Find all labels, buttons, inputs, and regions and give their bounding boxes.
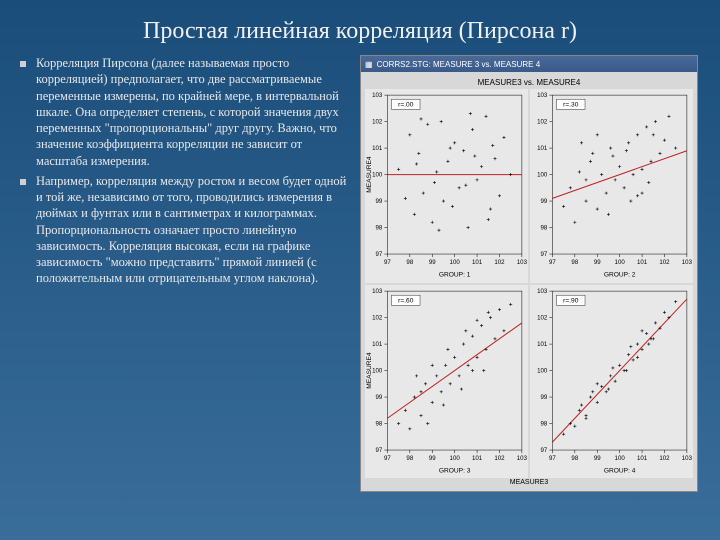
bullet-text: Например, корреляция между ростом и весо… — [36, 173, 352, 287]
svg-text:97: 97 — [549, 455, 556, 462]
svg-text:103: 103 — [372, 92, 383, 99]
svg-text:100: 100 — [450, 455, 461, 462]
bullet-text: Корреляция Пирсона (далее называемая про… — [36, 55, 352, 169]
svg-text:102: 102 — [372, 314, 383, 321]
svg-text:98: 98 — [406, 455, 413, 462]
svg-text:103: 103 — [682, 259, 693, 266]
bullet-item: Например, корреляция между ростом и весо… — [20, 173, 352, 287]
svg-text:99: 99 — [594, 259, 601, 266]
svg-text:102: 102 — [659, 259, 670, 266]
svg-text:100: 100 — [372, 172, 383, 179]
svg-text:99: 99 — [541, 394, 548, 401]
svg-text:103: 103 — [682, 455, 693, 462]
svg-text:99: 99 — [429, 455, 436, 462]
svg-text:102: 102 — [494, 455, 505, 462]
svg-text:r=.60: r=.60 — [398, 297, 414, 304]
svg-text:98: 98 — [541, 225, 548, 232]
svg-text:103: 103 — [517, 259, 528, 266]
svg-text:r=.00: r=.00 — [398, 101, 414, 108]
svg-text:97: 97 — [384, 455, 391, 462]
svg-text:102: 102 — [537, 119, 548, 126]
chart-window: ▦ CORRS2.STG: MEASURE 3 vs. MEASURE 4 ME… — [360, 55, 698, 492]
svg-text:101: 101 — [372, 341, 383, 348]
subplot-1: 97 98 99 100 101 102 103 97 98 99 100 101 102 103 r=.0… — [365, 89, 528, 283]
svg-text:100: 100 — [537, 172, 548, 179]
svg-text:103: 103 — [537, 288, 548, 295]
svg-text:GROUP: 1: GROUP: 1 — [439, 271, 471, 278]
chart-area: MEASURE3 vs. MEASURE4 97 98 99 100 101 102 103… — [361, 72, 697, 491]
x-axis-label: MEASURE3 — [365, 478, 693, 487]
window-title-bar: ▦ CORRS2.STG: MEASURE 3 vs. MEASURE 4 — [361, 56, 697, 72]
svg-text:101: 101 — [537, 341, 548, 348]
svg-text:100: 100 — [537, 367, 548, 374]
subplot-2: 97 98 99 100 101 102 103 97 98 99 100 101 102 103 r=.3… — [530, 89, 693, 283]
svg-text:102: 102 — [537, 314, 548, 321]
svg-text:97: 97 — [541, 251, 548, 258]
svg-text:101: 101 — [637, 259, 648, 266]
svg-text:GROUP: 4: GROUP: 4 — [604, 467, 636, 474]
bullet-marker-icon — [20, 61, 26, 67]
content-row: Корреляция Пирсона (далее называемая про… — [0, 55, 720, 492]
svg-text:102: 102 — [659, 455, 670, 462]
svg-text:102: 102 — [494, 259, 505, 266]
subplot-3: 97 98 99 100 101 102 103 97 98 99 100 101 102 103 r=.6… — [365, 285, 528, 479]
svg-text:MEASURE4: MEASURE4 — [366, 352, 373, 389]
svg-text:98: 98 — [571, 259, 578, 266]
svg-text:GROUP: 3: GROUP: 3 — [439, 467, 471, 474]
svg-text:101: 101 — [472, 259, 483, 266]
svg-text:103: 103 — [517, 455, 528, 462]
svg-text:101: 101 — [537, 145, 548, 152]
subplot-grid: 97 98 99 100 101 102 103 97 98 99 100 101 102 103 r=.0… — [365, 89, 693, 478]
svg-text:r=.30: r=.30 — [563, 101, 579, 108]
svg-text:99: 99 — [429, 259, 436, 266]
text-column: Корреляция Пирсона (далее называемая про… — [12, 55, 352, 492]
svg-text:99: 99 — [541, 198, 548, 205]
svg-text:99: 99 — [594, 455, 601, 462]
svg-text:97: 97 — [549, 259, 556, 266]
svg-text:98: 98 — [406, 259, 413, 266]
svg-text:99: 99 — [376, 394, 383, 401]
chart-header: MEASURE3 vs. MEASURE4 — [365, 76, 693, 89]
svg-text:GROUP: 2: GROUP: 2 — [604, 271, 636, 278]
svg-text:100: 100 — [615, 259, 626, 266]
svg-text:MEASURE4: MEASURE4 — [366, 156, 373, 193]
svg-text:101: 101 — [637, 455, 648, 462]
window-icon: ▦ — [365, 60, 373, 69]
svg-text:103: 103 — [372, 288, 383, 295]
svg-text:100: 100 — [372, 367, 383, 374]
bullet-marker-icon — [20, 179, 26, 185]
svg-text:98: 98 — [571, 455, 578, 462]
bullet-item: Корреляция Пирсона (далее называемая про… — [20, 55, 352, 169]
svg-text:103: 103 — [537, 92, 548, 99]
svg-text:97: 97 — [376, 251, 383, 258]
svg-text:101: 101 — [372, 145, 383, 152]
svg-text:97: 97 — [384, 259, 391, 266]
svg-text:97: 97 — [541, 447, 548, 454]
svg-text:98: 98 — [541, 420, 548, 427]
window-title: CORRS2.STG: MEASURE 3 vs. MEASURE 4 — [377, 60, 541, 69]
svg-text:r=.90: r=.90 — [563, 297, 579, 304]
svg-text:102: 102 — [372, 119, 383, 126]
svg-text:98: 98 — [376, 420, 383, 427]
slide-title: Простая линейная корреляция (Пирсона r) — [0, 0, 720, 55]
svg-text:98: 98 — [376, 225, 383, 232]
svg-text:99: 99 — [376, 198, 383, 205]
svg-text:100: 100 — [450, 259, 461, 266]
svg-text:97: 97 — [376, 447, 383, 454]
subplot-4: 97 98 99 100 101 102 103 97 98 99 100 101 102 103 r=.9… — [530, 285, 693, 479]
svg-text:100: 100 — [615, 455, 626, 462]
svg-text:101: 101 — [472, 455, 483, 462]
